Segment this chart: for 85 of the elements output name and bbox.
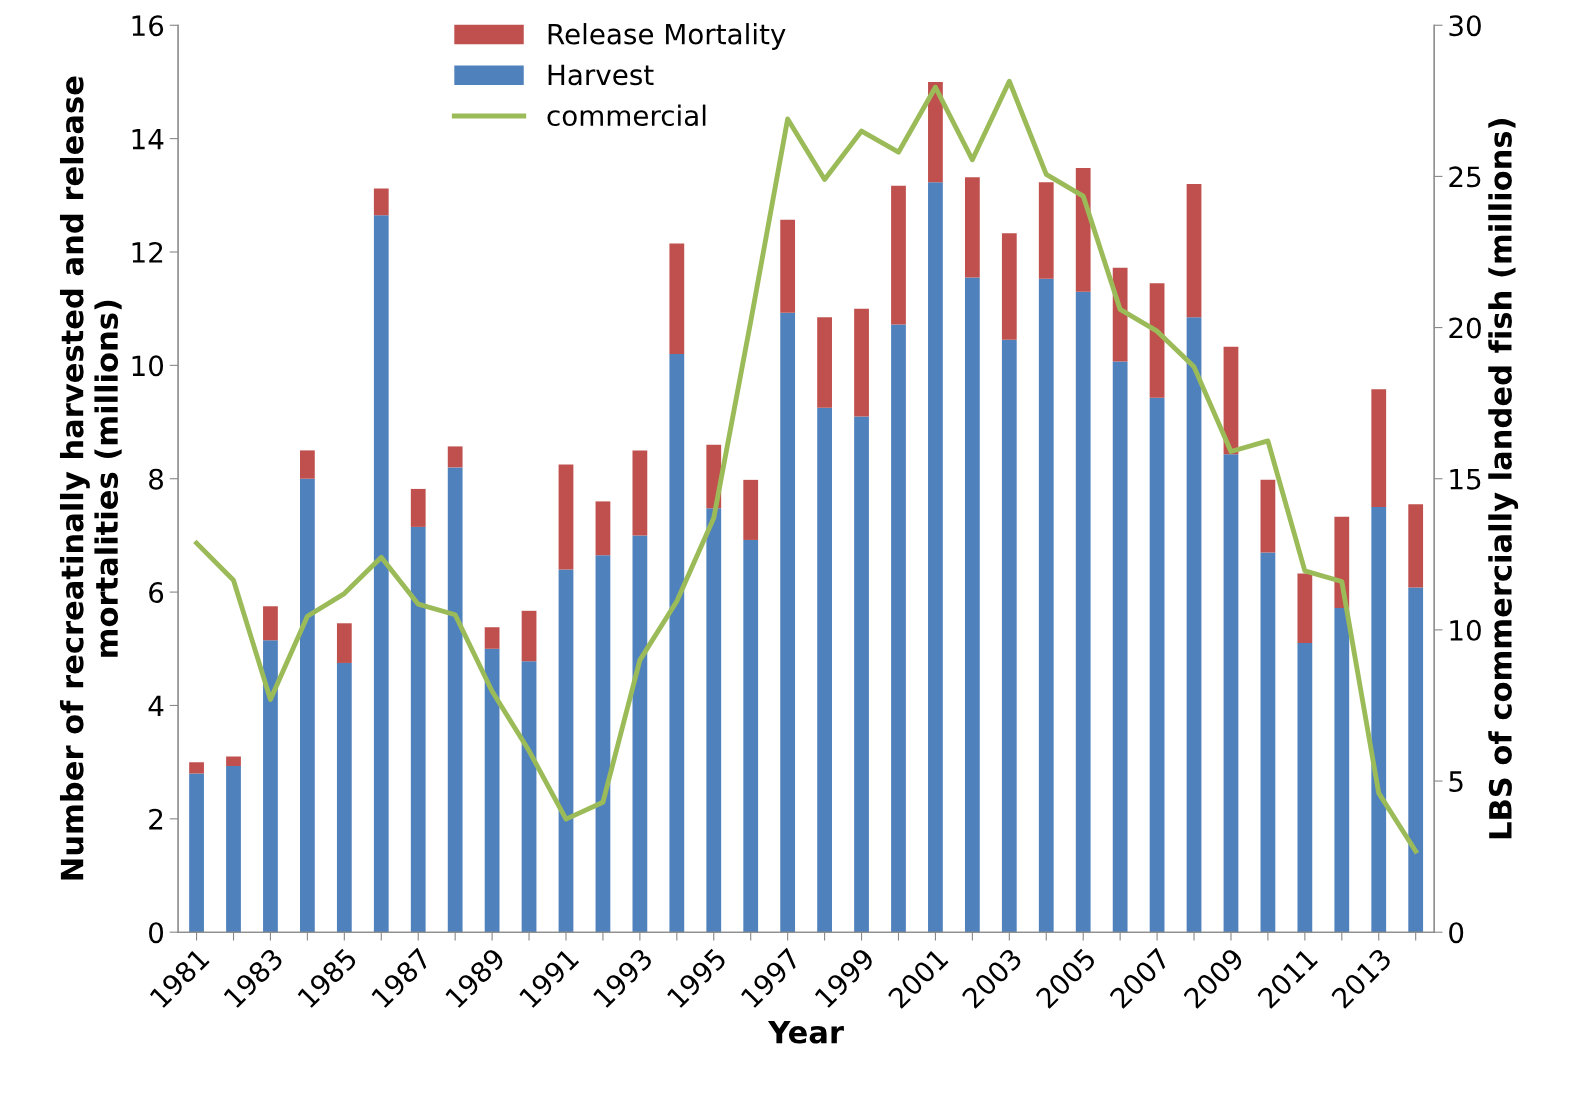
bar bbox=[1149, 283, 1165, 398]
bar bbox=[1408, 587, 1424, 933]
bar bbox=[447, 467, 463, 933]
bar bbox=[1334, 607, 1350, 933]
bar bbox=[558, 464, 574, 570]
bar bbox=[373, 215, 389, 933]
bar bbox=[780, 219, 796, 313]
bar bbox=[1260, 479, 1276, 553]
bar bbox=[300, 450, 315, 479]
y2-tick-label: 30 bbox=[1449, 15, 1481, 37]
bar bbox=[373, 188, 389, 216]
bar bbox=[669, 243, 685, 355]
bar bbox=[1038, 278, 1054, 933]
legend-label: commercial bbox=[547, 104, 706, 127]
bar bbox=[336, 623, 352, 663]
y-axis-title: Number of recreatinally harvested and release mortalities (millions) bbox=[59, 76, 122, 880]
y2-tick-label: 0 bbox=[1449, 922, 1464, 944]
bar bbox=[891, 185, 906, 325]
bar bbox=[1001, 339, 1017, 933]
bar bbox=[743, 479, 759, 540]
y2-tick-label: 15 bbox=[1450, 469, 1481, 490]
bar bbox=[336, 662, 352, 933]
bar bbox=[1186, 317, 1202, 933]
bar bbox=[595, 501, 611, 556]
bar bbox=[1075, 291, 1091, 933]
y2-tick-label: 10 bbox=[1450, 619, 1481, 641]
bar bbox=[632, 450, 648, 536]
bar bbox=[1297, 643, 1313, 933]
bar bbox=[410, 526, 426, 933]
bar bbox=[558, 569, 574, 933]
legend-label: Harvest bbox=[548, 64, 654, 86]
bar bbox=[1371, 507, 1387, 933]
bar bbox=[743, 539, 759, 933]
y-tick-label: 16 bbox=[132, 15, 164, 37]
bar bbox=[632, 535, 648, 933]
bar bbox=[1371, 389, 1387, 508]
y-tick-label: 10 bbox=[132, 355, 164, 377]
bar bbox=[964, 177, 980, 278]
bar bbox=[226, 756, 241, 767]
bar bbox=[1112, 361, 1128, 933]
bar bbox=[595, 555, 611, 933]
bar bbox=[189, 762, 204, 774]
bar bbox=[1149, 397, 1165, 933]
bar bbox=[1297, 573, 1313, 644]
x-axis-title: Year bbox=[767, 1020, 844, 1044]
bar bbox=[1001, 233, 1017, 340]
bar bbox=[263, 640, 278, 933]
bar bbox=[447, 446, 463, 468]
bar bbox=[928, 182, 943, 933]
y-tick-label: 0 bbox=[149, 922, 164, 944]
bar bbox=[1186, 183, 1202, 318]
bar bbox=[1223, 454, 1239, 933]
bar bbox=[1260, 552, 1276, 933]
bar bbox=[669, 354, 685, 933]
y-tick-label: 6 bbox=[149, 582, 164, 604]
bar bbox=[300, 478, 315, 933]
bar bbox=[189, 773, 204, 933]
bar bbox=[484, 648, 500, 933]
bar bbox=[263, 606, 278, 641]
bar bbox=[226, 766, 241, 933]
bar bbox=[964, 277, 980, 933]
bar bbox=[854, 416, 869, 933]
legend-label: Release Mortality bbox=[548, 23, 786, 50]
bar bbox=[891, 324, 906, 933]
bar bbox=[1075, 168, 1091, 292]
bar bbox=[1038, 182, 1054, 279]
y-tick-label: 4 bbox=[148, 695, 164, 717]
y-tick-label: 2 bbox=[149, 808, 163, 830]
bar bbox=[817, 407, 832, 933]
bar bbox=[854, 308, 869, 417]
bar bbox=[521, 661, 537, 933]
bar bbox=[521, 610, 537, 662]
bar bbox=[780, 312, 796, 933]
y-tick-label: 14 bbox=[132, 128, 164, 150]
bar bbox=[1408, 504, 1424, 588]
bar bbox=[410, 488, 426, 527]
y-tick-label: 8 bbox=[149, 468, 163, 490]
bar bbox=[484, 627, 500, 649]
y2-tick-label: 20 bbox=[1449, 317, 1481, 339]
y2-tick-label: 5 bbox=[1449, 771, 1463, 792]
bar bbox=[817, 317, 832, 408]
y-tick-label: 12 bbox=[132, 241, 163, 263]
y2-axis-title: LBS of commercially landed fish (millions) bbox=[1488, 119, 1519, 839]
y2-tick-label: 25 bbox=[1449, 166, 1481, 188]
bar bbox=[706, 508, 722, 933]
